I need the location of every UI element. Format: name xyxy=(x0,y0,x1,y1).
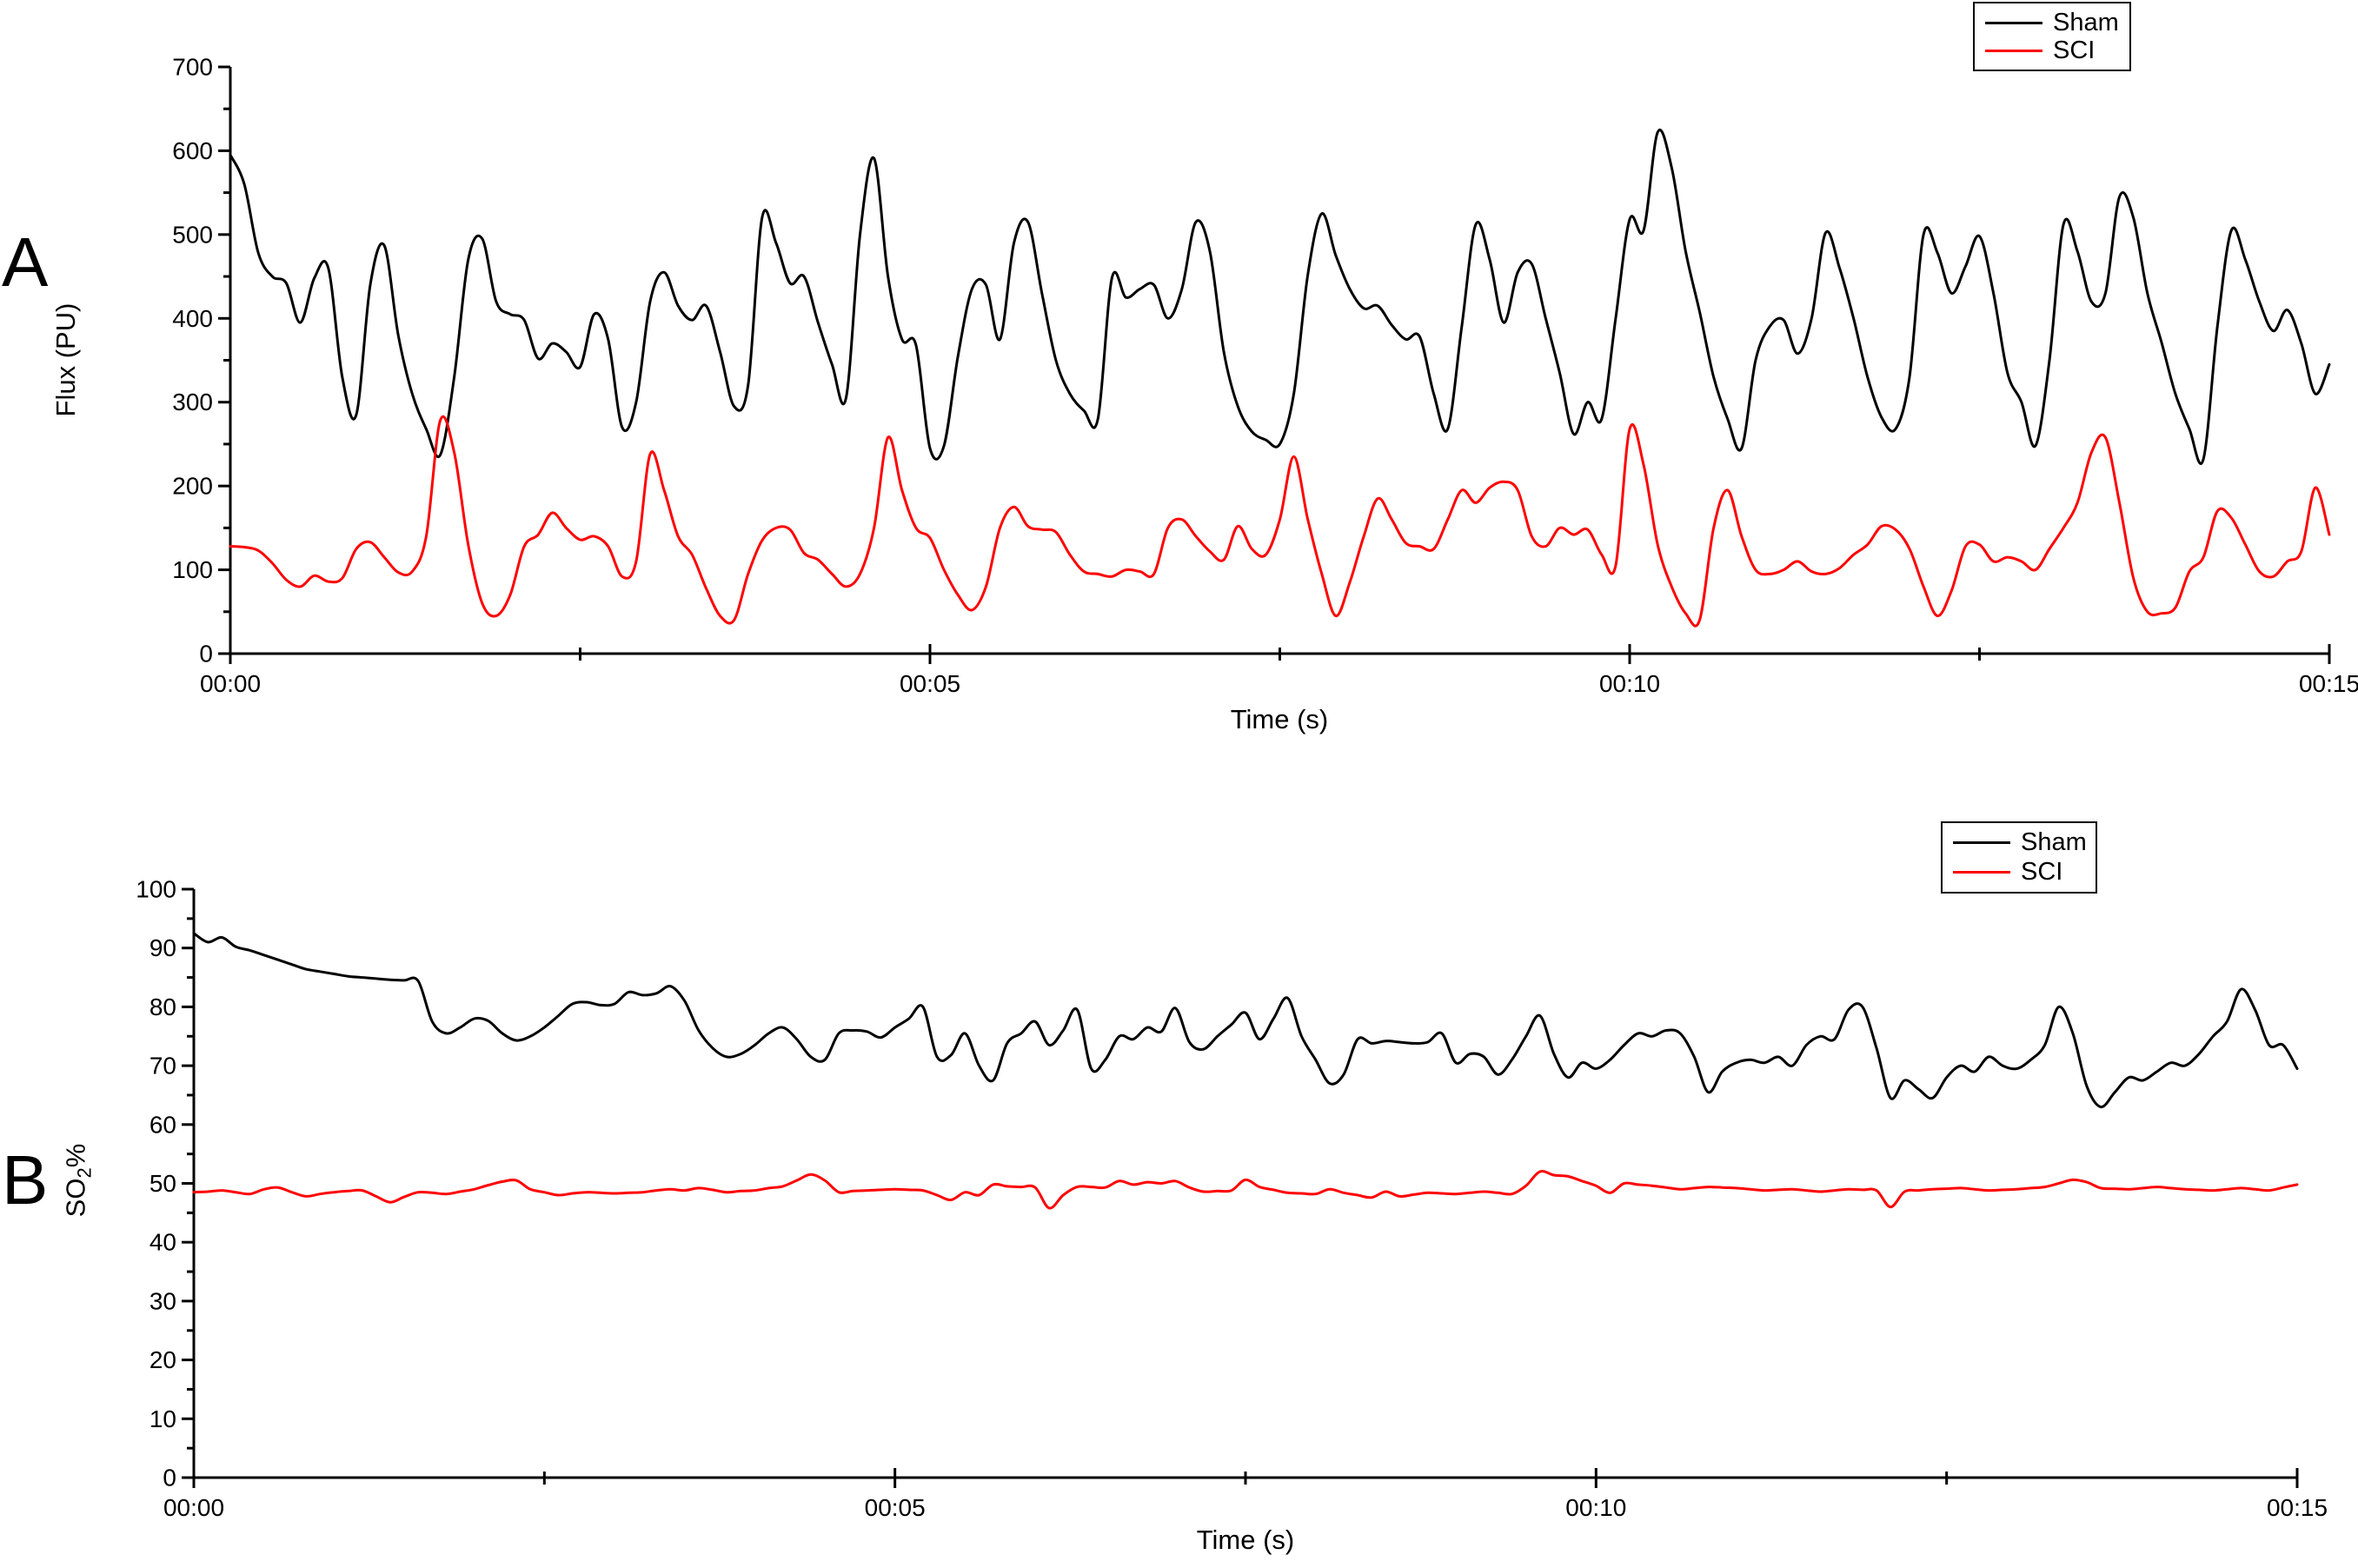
x-tick-label-a: 00:10 xyxy=(1599,670,1660,697)
sham-line-swatch xyxy=(1953,841,2010,845)
x-tick-label-b: 00:05 xyxy=(865,1494,926,1521)
time-axis-label-a: Time (s) xyxy=(1230,704,1329,734)
y-tick-label-b: 50 xyxy=(149,1170,176,1197)
x-tick-label-a: 00:05 xyxy=(900,670,960,697)
panel-a-label: A xyxy=(2,223,49,301)
legend-b: Sham SCI xyxy=(1941,821,2097,894)
y-tick-label-b: 60 xyxy=(149,1111,176,1138)
sham-line-swatch xyxy=(1985,21,2042,24)
y-tick-label-a: 200 xyxy=(172,473,213,500)
legend-row-sci-b: SCI xyxy=(1953,858,2087,887)
legend-row-sci-a: SCI xyxy=(1985,37,2121,64)
y-tick-label-b: 20 xyxy=(149,1346,176,1373)
y-tick-label-a: 500 xyxy=(172,221,213,248)
flux-axis-label: Flux (PU) xyxy=(50,302,81,417)
legend-sci-label-a: SCI xyxy=(2053,36,2096,64)
legend-sham-label-b: Sham xyxy=(2021,828,2087,857)
x-tick-label-b: 00:15 xyxy=(2267,1494,2328,1521)
x-tick-label-a: 00:00 xyxy=(200,670,261,697)
y-tick-label-b: 0 xyxy=(163,1465,176,1492)
y-tick-label-b: 80 xyxy=(149,993,176,1020)
legend-sci-label-b: SCI xyxy=(2021,857,2063,886)
y-tick-label-b: 70 xyxy=(149,1053,176,1080)
legend-row-sham-a: Sham xyxy=(1985,9,2121,37)
sci-line-swatch xyxy=(1985,49,2042,52)
y-tick-label-a: 0 xyxy=(199,641,213,668)
legend-sham-label-a: Sham xyxy=(2053,8,2119,37)
so2-axis-label: SO2% xyxy=(60,1143,96,1218)
y-tick-label-a: 100 xyxy=(172,556,213,583)
legend-a: Sham SCI xyxy=(1973,2,2131,71)
y-tick-label-a: 600 xyxy=(172,137,213,164)
y-tick-label-b: 100 xyxy=(136,876,176,903)
x-tick-label-b: 00:00 xyxy=(163,1494,224,1521)
y-tick-label-a: 700 xyxy=(172,54,213,81)
series-line-sham-a xyxy=(229,129,2331,465)
panel-b-label: B xyxy=(2,1141,49,1219)
y-tick-label-b: 10 xyxy=(149,1405,176,1432)
time-axis-label-b: Time (s) xyxy=(1196,1525,1295,1555)
y-tick-label-b: 90 xyxy=(149,934,176,961)
x-tick-label-a: 00:15 xyxy=(2299,670,2358,697)
series-line-sci-a xyxy=(229,415,2331,628)
series-line-sci-b xyxy=(192,1170,2299,1210)
sci-line-swatch xyxy=(1953,870,2010,874)
y-tick-label-b: 40 xyxy=(149,1229,176,1256)
x-tick-label-b: 00:10 xyxy=(1565,1494,1626,1521)
legend-row-sham-b: Sham xyxy=(1953,828,2087,858)
series-line-sham-b xyxy=(192,932,2299,1108)
y-tick-label-b: 30 xyxy=(149,1287,176,1314)
y-tick-label-a: 300 xyxy=(172,389,213,415)
y-tick-label-a: 400 xyxy=(172,305,213,332)
